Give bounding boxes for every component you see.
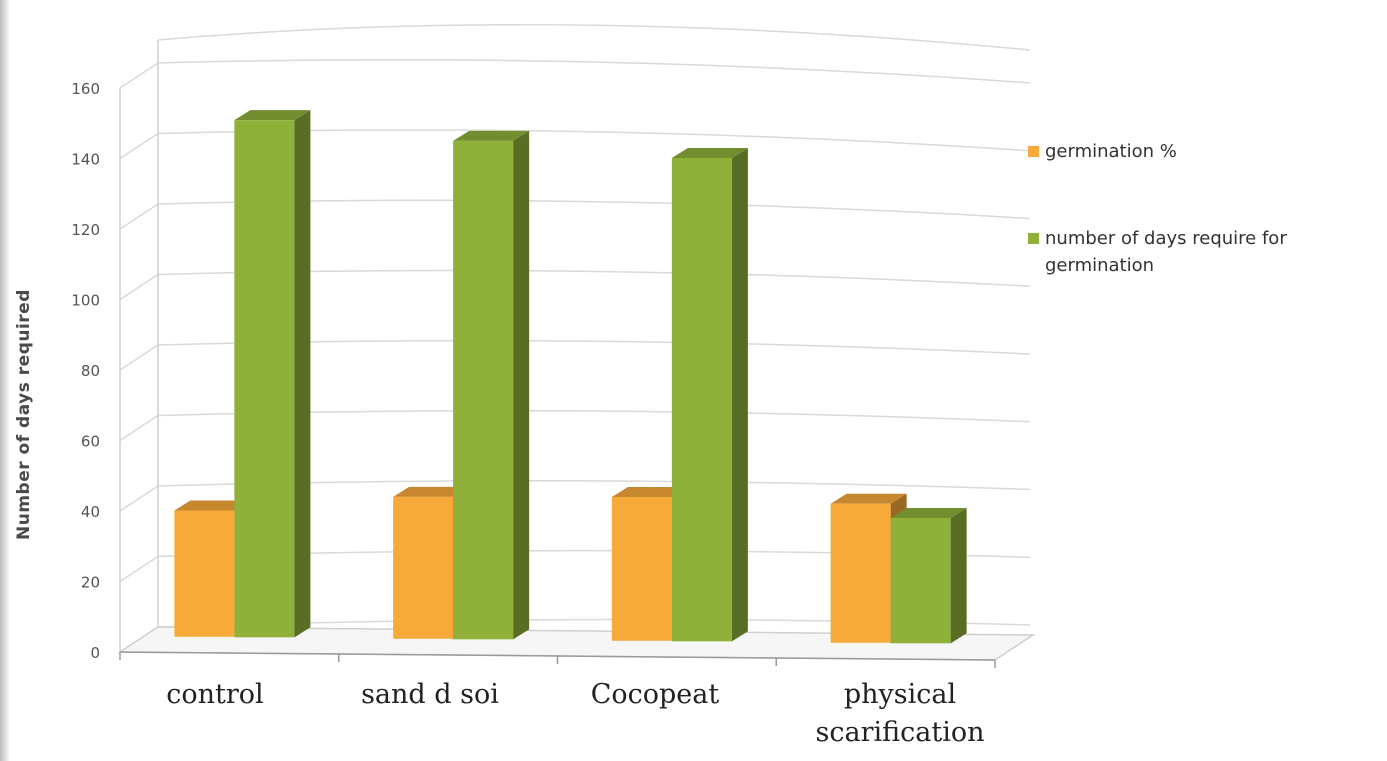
legend-item-days: number of days require for germination — [1028, 225, 1378, 279]
y-tick-label: 100 — [71, 292, 100, 310]
y-tick-label: 0 — [90, 644, 100, 662]
bar-0-2 — [611, 497, 672, 641]
chart-top-edge — [157, 23, 1031, 51]
category-label-sand-soil: sand d soi — [361, 679, 499, 710]
y-tick-label: 20 — [81, 574, 100, 592]
bar-top-0-0 — [174, 500, 251, 511]
category-label-cocopeat: Cocopeat — [590, 679, 720, 710]
category-label-control: control — [166, 679, 264, 710]
category-label-physical-scarification: physical scarification — [815, 679, 985, 748]
bar-0-0 — [174, 510, 235, 637]
y-tick-label: 120 — [71, 221, 100, 239]
bar-1-1 — [453, 140, 514, 640]
legend-label-days: number of days require for germination — [1045, 228, 1287, 276]
y-tick-label: 160 — [71, 80, 100, 98]
legend-swatch-days — [1028, 233, 1039, 244]
bar-0-3 — [830, 503, 891, 643]
bar-0-1 — [393, 496, 454, 639]
bar-1-2 — [671, 157, 732, 642]
gridline — [157, 58, 1031, 84]
bar-side-1-1 — [513, 130, 530, 640]
bar-top-1-3 — [890, 507, 967, 518]
gridline-side — [119, 203, 159, 230]
gridline-side — [119, 555, 159, 583]
bar-1-3 — [890, 517, 951, 644]
bar-top-0-2 — [611, 487, 688, 498]
y-tick-label: 40 — [81, 503, 100, 521]
y-axis-label: Number of days required — [14, 289, 34, 540]
gridline-side — [119, 273, 159, 301]
gridline-side — [119, 132, 159, 160]
bar-1-0 — [234, 120, 295, 638]
bar-top-1-2 — [671, 147, 748, 158]
page-edge — [0, 0, 10, 761]
y-tick-label: 60 — [81, 433, 100, 451]
gridline-side — [119, 485, 159, 512]
legend-swatch-germination — [1028, 146, 1039, 157]
bar-top-1-1 — [453, 130, 530, 141]
gridline-side — [119, 414, 159, 442]
y-tick-label: 80 — [81, 362, 100, 380]
gridline-side — [119, 62, 159, 89]
bar-side-1-2 — [731, 147, 748, 642]
bar-top-1-0 — [234, 110, 311, 121]
bar-side-1-3 — [950, 507, 967, 644]
bar-side-1-0 — [294, 110, 311, 638]
legend: germination % number of days require for… — [1028, 138, 1378, 347]
bar-top-0-1 — [393, 486, 470, 497]
legend-label-germination: germination % — [1045, 141, 1177, 162]
gridline-side — [119, 344, 159, 371]
bar-top-0-3 — [830, 493, 907, 504]
legend-item-germination: germination % — [1028, 138, 1378, 165]
y-tick-label: 140 — [71, 151, 100, 169]
